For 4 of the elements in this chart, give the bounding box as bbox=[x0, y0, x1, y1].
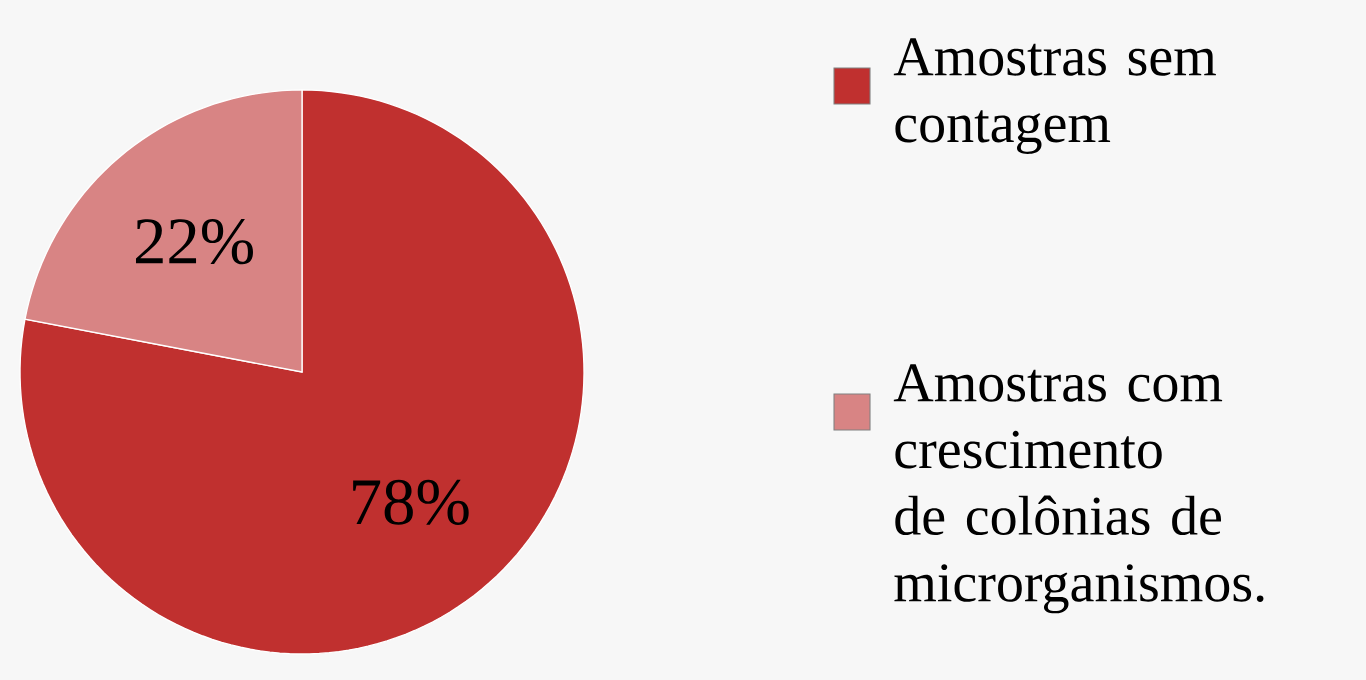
legend-label: Amostras sem contagem bbox=[893, 38, 1216, 154]
data-label: 22% bbox=[135, 219, 253, 265]
legend-label: Amostras com crescimento de colônias de microrganismos. bbox=[893, 364, 1264, 614]
data-label: 78% bbox=[353, 479, 469, 525]
